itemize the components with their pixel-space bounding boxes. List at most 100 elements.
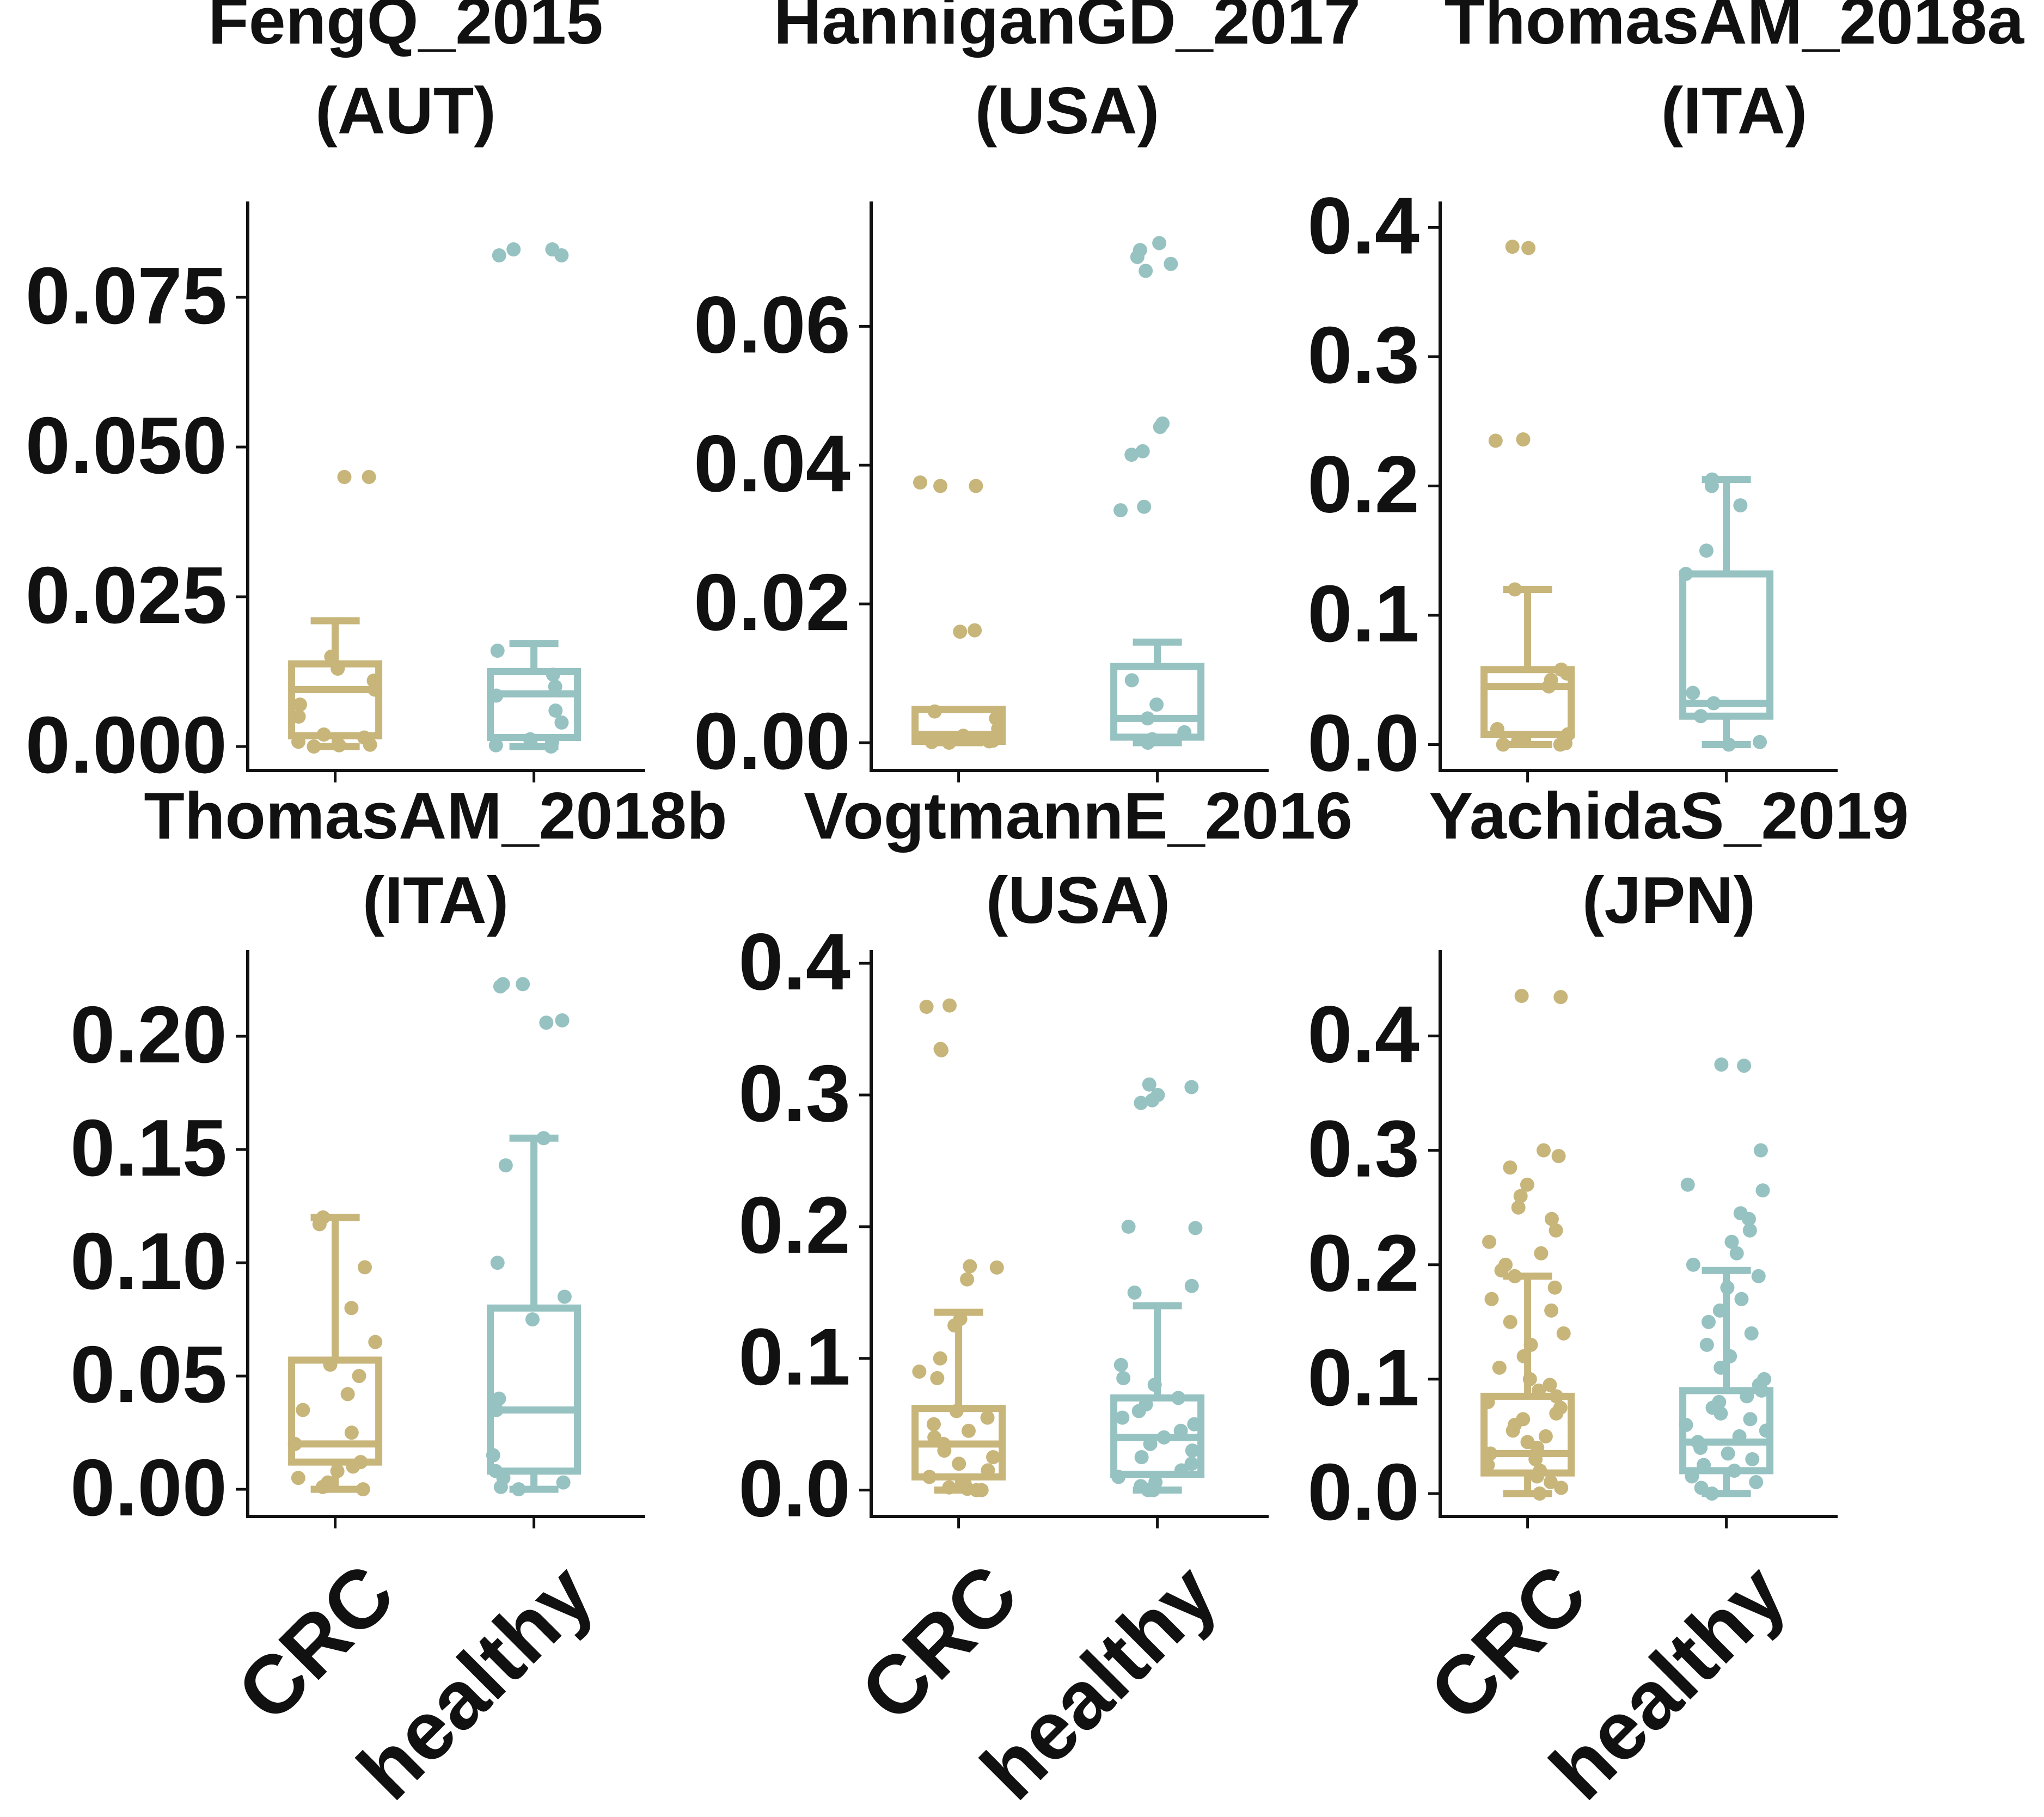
y-tick-label: 0.04 <box>694 419 850 509</box>
data-point-healthy <box>1742 1223 1757 1238</box>
data-point-crc <box>968 623 982 638</box>
data-point-healthy <box>1729 1246 1744 1261</box>
data-point-healthy <box>506 242 521 256</box>
y-tick-label: 0.4 <box>1307 181 1419 271</box>
data-point-crc <box>969 479 983 493</box>
data-point-healthy <box>1184 1080 1199 1094</box>
data-point-healthy <box>1121 1219 1136 1234</box>
panel-subtitle: (AUT) <box>315 74 496 148</box>
data-point-healthy <box>525 1312 540 1327</box>
data-point-crc <box>1537 1143 1551 1158</box>
y-tick-label: 0.02 <box>694 558 850 647</box>
data-point-healthy <box>1184 1457 1199 1471</box>
data-point-healthy <box>1113 1357 1128 1372</box>
data-point-healthy <box>555 1013 570 1027</box>
data-point-crc <box>1544 1212 1559 1226</box>
y-tick-label: 0.3 <box>738 1049 850 1139</box>
data-point-crc <box>1547 1280 1562 1295</box>
data-point-healthy <box>493 1479 508 1494</box>
panel-subtitle: (ITA) <box>363 863 509 937</box>
data-point-healthy <box>1724 1234 1739 1249</box>
data-point-healthy <box>1131 1404 1146 1418</box>
data-point-healthy <box>1714 1057 1729 1072</box>
y-tick-label: 0.00 <box>70 1443 227 1533</box>
panel-3: ThomasAM_2018a (ITA) 0.0 0.1 0.2 0.3 0.4 <box>1307 0 2024 788</box>
data-point-crc <box>1503 1160 1517 1175</box>
panel-title: HanniganGD_2017 <box>774 0 1361 58</box>
data-point-crc <box>913 475 927 490</box>
data-point-healthy <box>1139 264 1153 278</box>
data-point-healthy <box>548 680 562 694</box>
data-point-crc <box>1544 1303 1559 1318</box>
data-point-healthy <box>1130 249 1145 264</box>
y-tick-label: 0.4 <box>738 917 850 1007</box>
data-point-healthy <box>1721 1446 1735 1461</box>
data-point-healthy <box>488 738 503 753</box>
data-point-crc <box>352 1369 366 1384</box>
data-point-healthy <box>1733 498 1748 513</box>
data-point-healthy <box>548 703 563 718</box>
data-point-crc <box>1549 1406 1564 1421</box>
data-point-crc <box>368 1335 383 1349</box>
y-tick-label: 0.4 <box>1307 990 1419 1080</box>
data-point-crc <box>357 1260 372 1275</box>
data-point-crc <box>1514 989 1529 1004</box>
data-point-healthy <box>1135 444 1150 458</box>
data-point-healthy <box>1137 499 1152 514</box>
y-tick-label: 0.0 <box>1307 1447 1419 1537</box>
data-point-healthy <box>1115 1410 1130 1425</box>
data-point-healthy <box>1149 697 1164 712</box>
data-point-crc <box>1543 1475 1558 1489</box>
data-point-healthy <box>1680 1177 1695 1192</box>
y-tick-label: 0.15 <box>70 1103 227 1193</box>
data-point-crc <box>919 1000 934 1014</box>
data-point-crc <box>1513 1189 1528 1203</box>
y-tick-label: 0.0 <box>1307 699 1419 788</box>
data-point-crc <box>1482 1234 1497 1249</box>
data-point-crc <box>1484 1292 1499 1306</box>
data-point-crc <box>1511 1200 1526 1215</box>
data-point-crc <box>986 1450 1001 1465</box>
y-tick-label: 0.1 <box>738 1312 850 1402</box>
data-point-healthy <box>554 248 569 262</box>
data-point-healthy <box>1734 1292 1749 1306</box>
data-point-crc <box>980 1410 995 1425</box>
data-point-crc <box>926 1417 941 1431</box>
data-point-healthy <box>1188 1221 1203 1235</box>
box-healthy <box>487 1304 582 1475</box>
y-tick-label: 0.2 <box>1307 440 1419 530</box>
panel-1: FengQ_2015 (AUT) 0.000 0.025 0.050 0.075 <box>26 0 645 790</box>
panel-subtitle: (USA) <box>986 863 1171 937</box>
data-point-crc <box>1554 1480 1569 1495</box>
data-point-healthy <box>1701 1314 1716 1329</box>
data-point-healthy <box>1127 1285 1142 1300</box>
box-crc <box>288 1356 383 1466</box>
y-tick-label: 0.050 <box>26 401 227 491</box>
data-point-healthy <box>1142 1077 1156 1092</box>
data-point-crc <box>296 1403 310 1417</box>
y-tick-label: 0.1 <box>1307 1333 1419 1423</box>
data-point-crc <box>1503 1314 1517 1329</box>
data-point-healthy <box>1699 1337 1714 1352</box>
y-tick-label: 0.025 <box>26 550 227 640</box>
data-point-healthy <box>1116 1371 1131 1386</box>
box-crc <box>1480 666 1575 738</box>
data-point-healthy <box>1753 1143 1768 1158</box>
box-healthy <box>1110 663 1205 741</box>
panel-subtitle: (USA) <box>975 74 1160 148</box>
data-point-crc <box>340 1387 355 1402</box>
y-tick-label: 0.075 <box>26 251 227 341</box>
data-point-healthy <box>1145 1093 1160 1108</box>
box-crc <box>288 660 383 739</box>
data-point-crc <box>344 1301 359 1316</box>
data-point-healthy <box>493 979 507 994</box>
data-point-crc <box>934 1043 948 1057</box>
data-point-healthy <box>556 1475 571 1490</box>
data-point-crc <box>344 1426 359 1440</box>
data-point-crc <box>1538 1429 1553 1443</box>
data-point-healthy <box>492 1391 506 1406</box>
data-point-healthy <box>1124 448 1139 462</box>
data-point-crc <box>1505 240 1520 254</box>
y-tick-label: 0.2 <box>738 1180 850 1270</box>
data-point-crc <box>1506 1423 1520 1438</box>
